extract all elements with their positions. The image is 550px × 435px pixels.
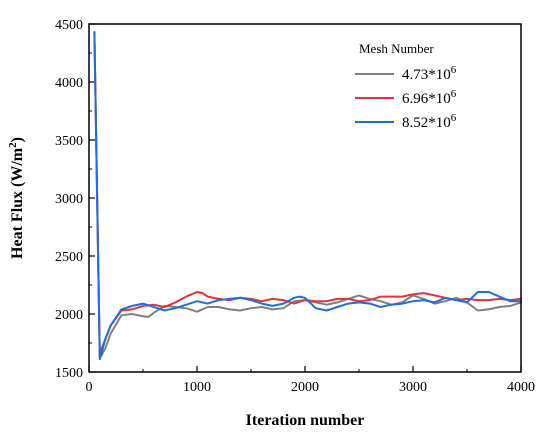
- legend-label-base: 8.52*10: [402, 115, 451, 131]
- series-line-3: [93, 31, 522, 361]
- y-tick-label: 3500: [55, 134, 83, 149]
- legend-label-base: 4.73*10: [402, 67, 451, 83]
- x-tick-label: 4000: [507, 380, 535, 395]
- y-tick-label: 2000: [55, 308, 83, 323]
- legend-label-sup: 6: [451, 112, 457, 124]
- y-axis-title-sup: 2: [7, 142, 19, 148]
- legend-title: Mesh Number: [359, 41, 434, 56]
- y-tick-label: 4000: [55, 76, 83, 91]
- y-tick-label: 3000: [55, 192, 83, 207]
- x-axis-title: Iteration number: [246, 412, 365, 429]
- x-tick-label: 2000: [291, 380, 319, 395]
- legend-label-sup: 6: [451, 64, 457, 76]
- legend-label-3: 8.52*106: [402, 112, 457, 131]
- y-axis-title-main: Heat Flux (W/m: [9, 147, 26, 259]
- y-tick-label: 4500: [55, 18, 83, 33]
- legend-label-2: 6.96*106: [402, 88, 457, 107]
- plot-frame: [88, 23, 522, 373]
- chart-marks: 0 1000 2000 3000 4000 1500 2000 2500 3000 3500 400…: [55, 18, 535, 395]
- y-axis-title: Heat Flux (W/m2): [7, 137, 26, 259]
- legend-label-1: 4.73*106: [402, 64, 457, 83]
- legend-label-sup: 6: [451, 88, 457, 100]
- y-tick-label: 1500: [55, 366, 83, 381]
- x-tick-label: 0: [86, 380, 93, 395]
- series-line-1: [93, 31, 522, 360]
- x-tick-label: 3000: [399, 380, 427, 395]
- series-line-2: [93, 31, 522, 355]
- y-axis-title-end: ): [9, 137, 26, 142]
- x-tick-label: 1000: [183, 380, 211, 395]
- legend-label-base: 6.96*10: [402, 91, 451, 107]
- y-tick-label: 2500: [55, 250, 83, 265]
